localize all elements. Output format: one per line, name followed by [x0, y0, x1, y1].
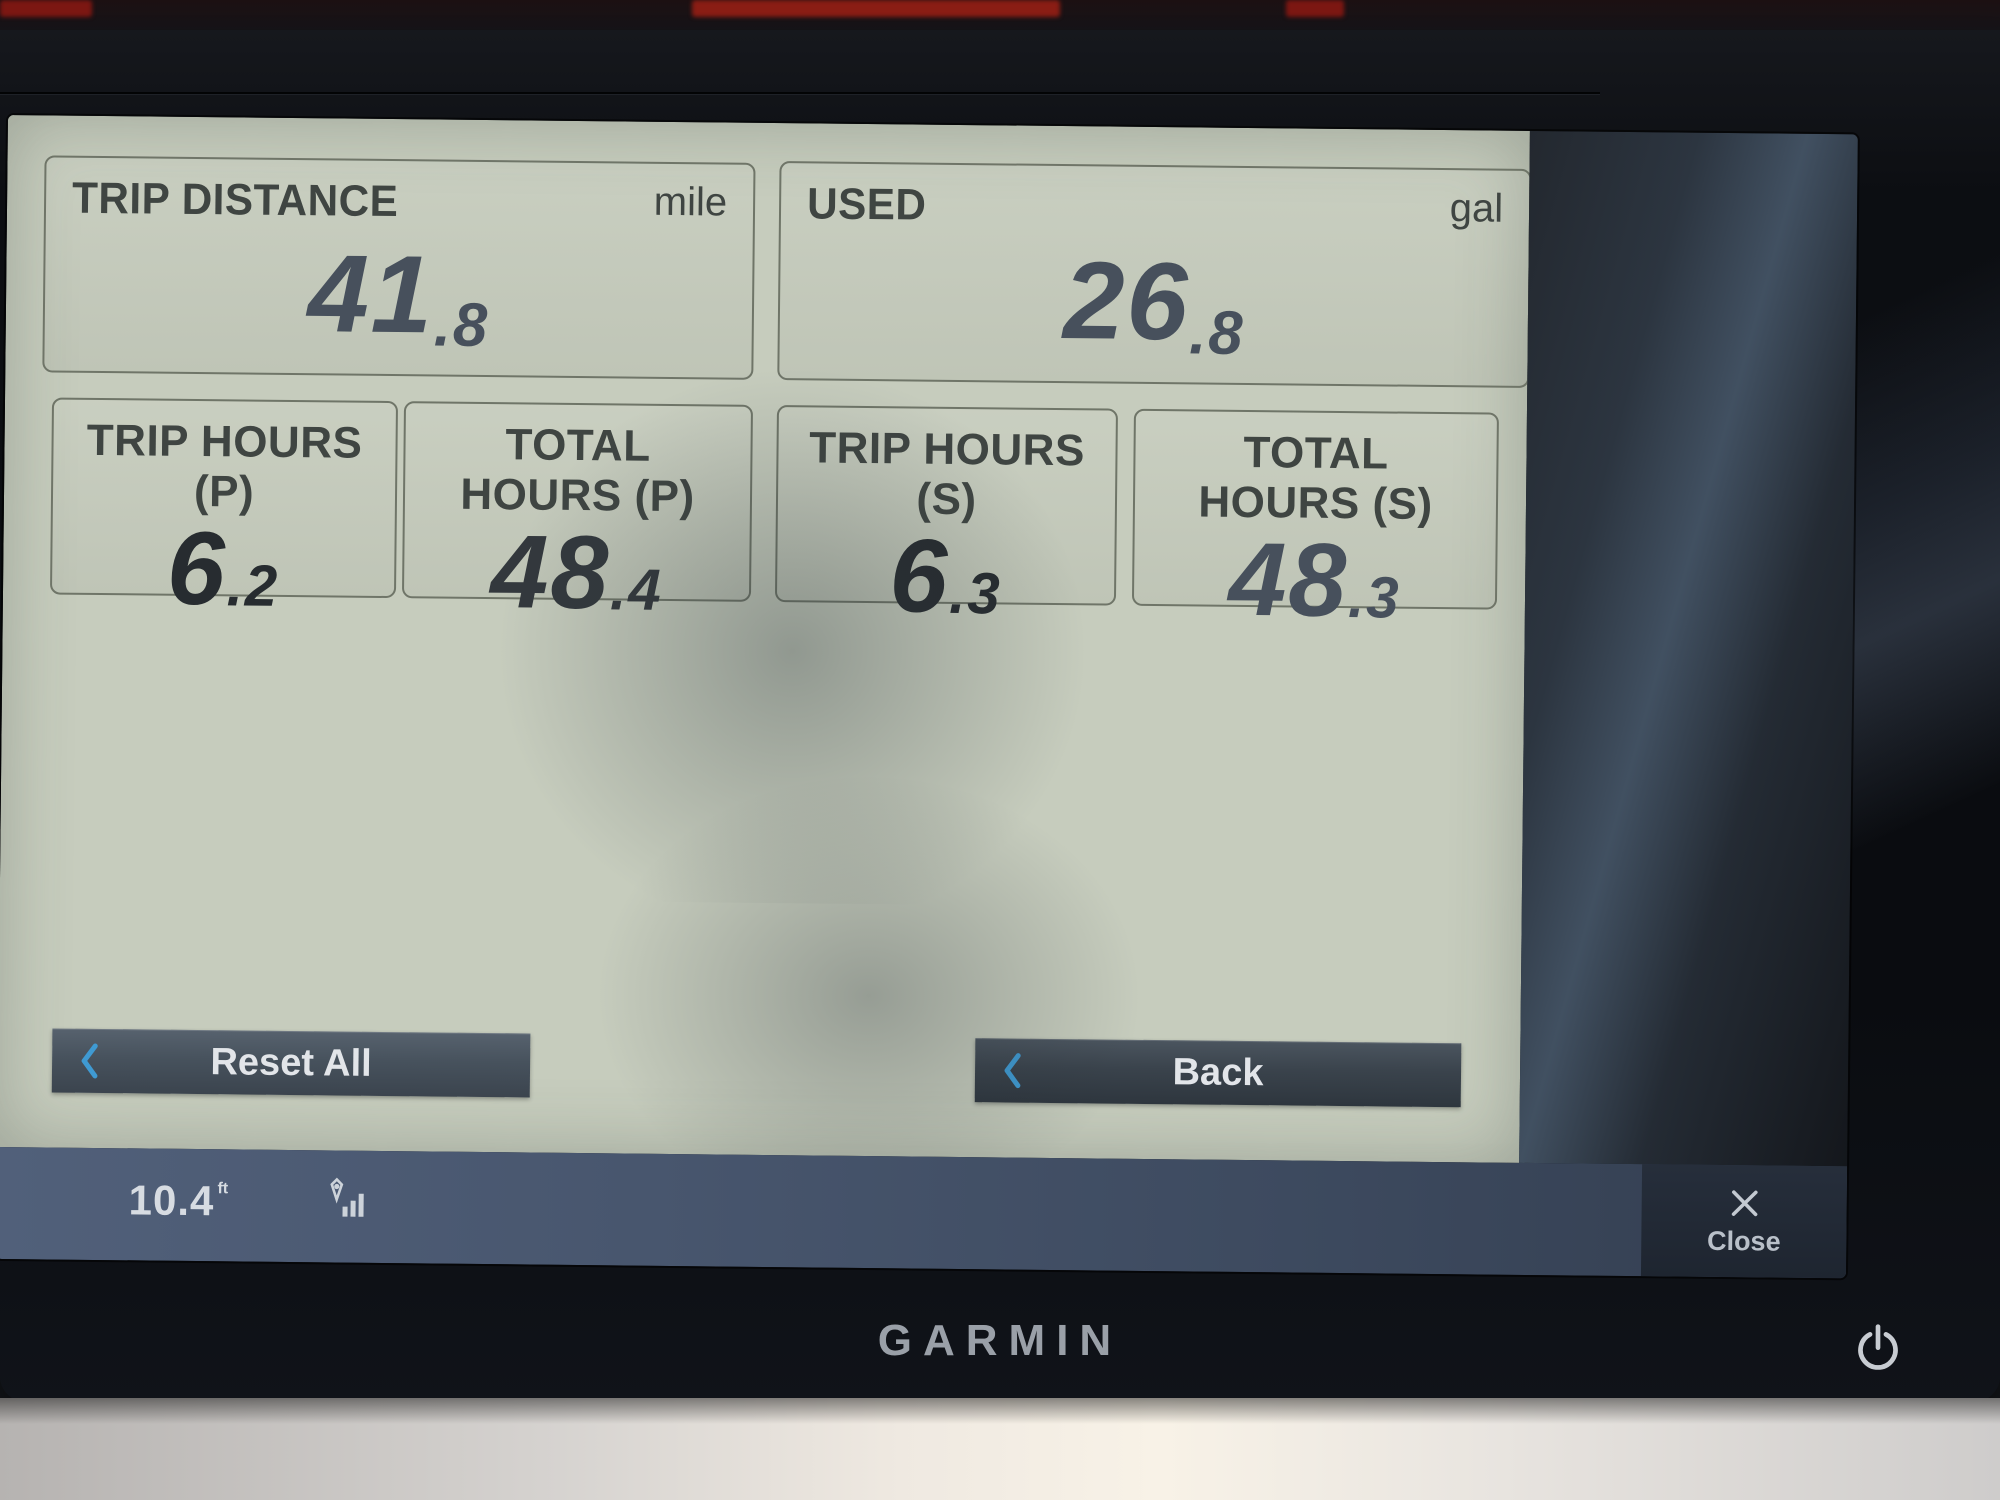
lcd-screen: TRIP DISTANCE mile 41.8 USED gal 26.8 TR… — [0, 115, 1858, 1279]
panel-label: TRIP HOURS (P) — [86, 415, 363, 517]
panel-trip-hours-port: TRIP HOURS (P) 6.2 — [49, 397, 399, 627]
panel-value: 48.4 — [489, 514, 664, 632]
panel-total-hours-port: TOTAL HOURS (P) 48.4 — [401, 401, 754, 631]
panel-value: 48.3 — [1227, 521, 1401, 640]
depth-unit: ft — [217, 1180, 229, 1198]
reset-all-label: Reset All — [210, 1040, 372, 1085]
photo-background-red-strip — [692, 0, 1060, 17]
panel-unit: gal — [1449, 186, 1504, 231]
close-label: Close — [1706, 1225, 1781, 1257]
photo-background-red-strip — [0, 0, 92, 17]
panel-value: 41.8 — [307, 231, 490, 361]
panel-fuel-used: USED gal 26.8 — [777, 161, 1532, 388]
status-bar: 10.4 ft — [0, 1146, 1848, 1279]
trip-data-page: TRIP DISTANCE mile 41.8 USED gal 26.8 TR… — [0, 115, 1532, 1168]
close-button[interactable]: Close — [1640, 1164, 1848, 1279]
power-icon[interactable] — [1850, 1322, 1906, 1378]
reset-all-button[interactable]: Reset All — [51, 1028, 531, 1098]
panel-value: 26.8 — [1062, 238, 1245, 369]
panel-label: TRIP DISTANCE — [71, 173, 399, 227]
chevron-left-icon — [999, 1050, 1025, 1090]
gps-signal-icon — [318, 1174, 371, 1227]
panel-value: 6.3 — [888, 518, 1003, 635]
panel-value: 6.2 — [166, 510, 280, 628]
bezel-seam — [0, 92, 1600, 94]
photo-background-bottom — [0, 1398, 2000, 1500]
back-button[interactable]: Back — [974, 1038, 1462, 1108]
close-icon — [1731, 1189, 1758, 1216]
panel-trip-distance: TRIP DISTANCE mile 41.8 — [42, 155, 756, 380]
panel-trip-hours-stbd: TRIP HOURS (S) 6.3 — [774, 405, 1118, 635]
panel-label: TOTAL HOURS (S) — [1198, 427, 1433, 529]
panel-label: TOTAL HOURS (P) — [460, 420, 695, 522]
depth-value: 10.4 — [128, 1176, 215, 1225]
photo-background-red-strip — [1286, 0, 1344, 17]
depth-readout: 10.4 ft — [128, 1176, 231, 1225]
chevron-left-icon — [76, 1041, 102, 1081]
garmin-logo: GARMIN — [877, 1316, 1123, 1365]
back-label: Back — [1172, 1050, 1264, 1094]
panel-label: TRIP HOURS (S) — [809, 423, 1086, 525]
screen-reflection — [1519, 130, 1858, 1167]
panel-total-hours-stbd: TOTAL HOURS (S) 48.3 — [1131, 408, 1499, 639]
panel-label: USED — [806, 179, 927, 230]
panel-unit: mile — [653, 179, 728, 225]
